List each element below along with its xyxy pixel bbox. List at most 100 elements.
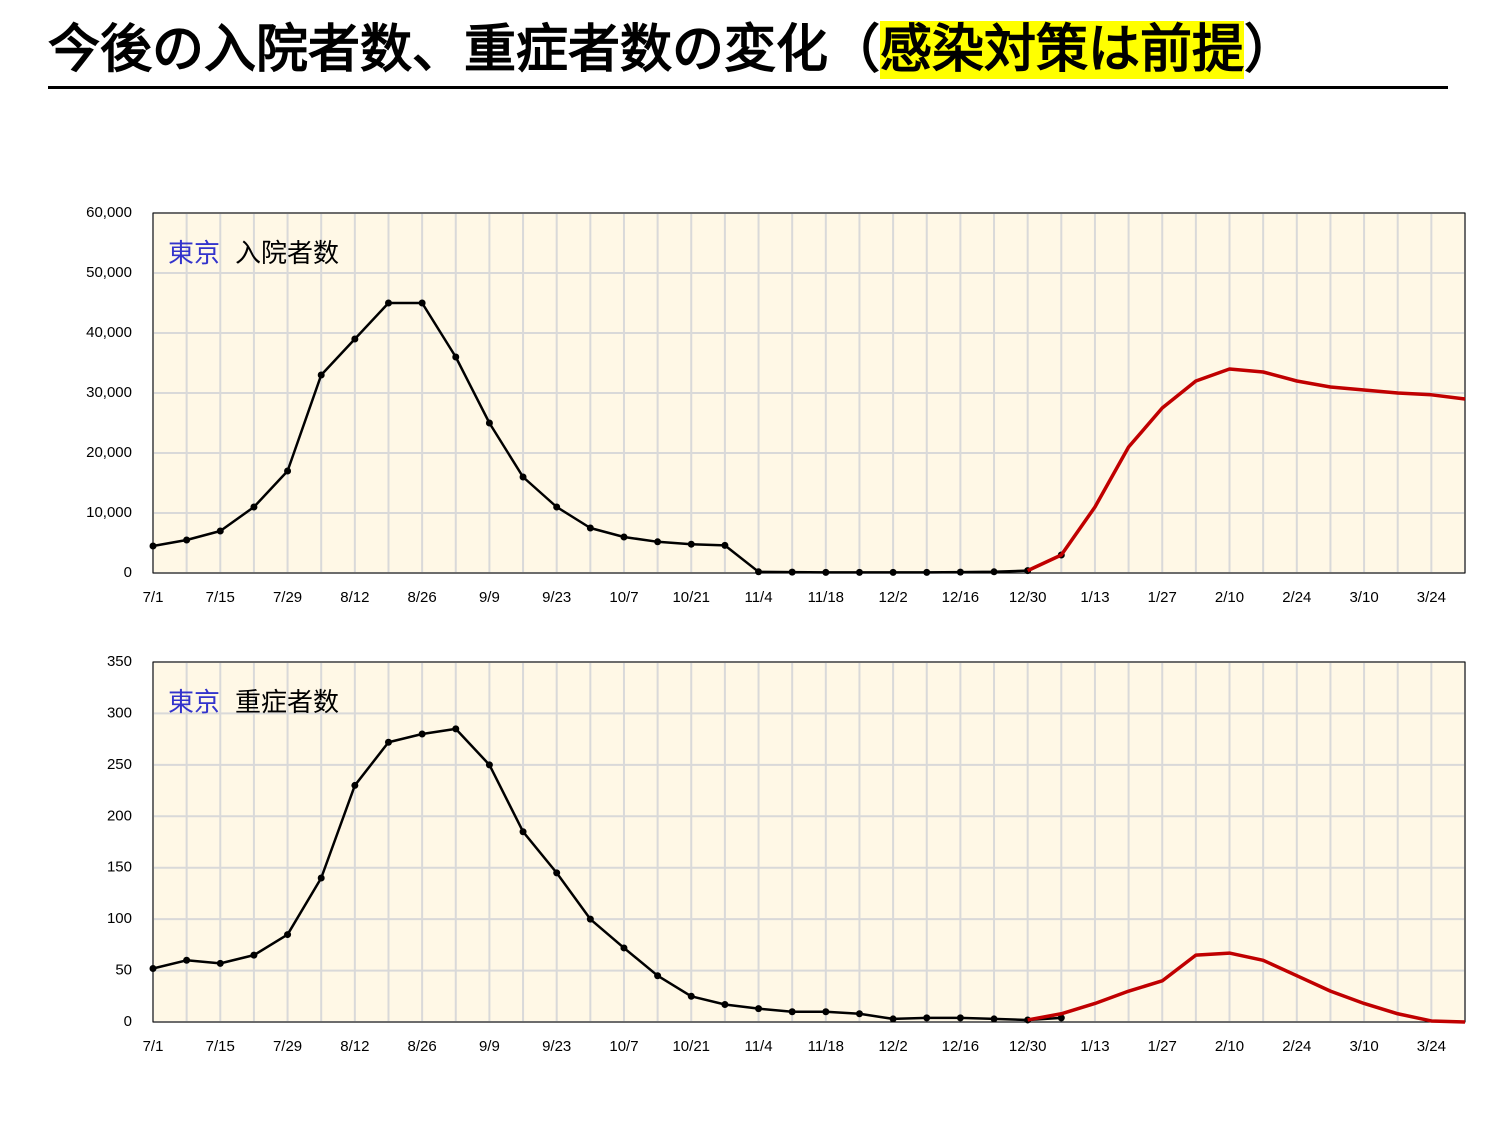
x-tick-label: 2/24 xyxy=(1282,589,1311,606)
data-point xyxy=(384,299,392,307)
data-point xyxy=(687,992,695,1000)
data-point xyxy=(956,568,964,576)
x-tick-label: 2/24 xyxy=(1282,1038,1311,1055)
data-point xyxy=(855,568,863,576)
data-point xyxy=(654,972,662,980)
x-tick-label: 10/7 xyxy=(609,589,638,606)
x-tick-label: 9/9 xyxy=(479,589,500,606)
data-point xyxy=(452,353,460,361)
x-tick-label: 7/15 xyxy=(206,589,235,606)
data-point xyxy=(687,540,695,548)
data-point xyxy=(822,568,830,576)
data-point xyxy=(452,725,460,733)
data-point xyxy=(149,965,157,973)
title-prefix: 今後の入院者数、重症者数の変化（ xyxy=(48,21,881,79)
data-point xyxy=(586,915,594,923)
data-point xyxy=(317,371,325,379)
data-point xyxy=(284,467,292,475)
data-point xyxy=(788,568,796,576)
data-point xyxy=(183,956,191,964)
y-tick-label: 0 xyxy=(124,564,132,581)
data-point xyxy=(990,568,998,576)
x-tick-label: 8/26 xyxy=(408,589,437,606)
data-point xyxy=(149,542,157,550)
x-tick-label: 9/23 xyxy=(542,1038,571,1055)
region-label: 東京 xyxy=(168,238,220,268)
data-point xyxy=(553,503,561,511)
data-point xyxy=(956,1014,964,1022)
data-point xyxy=(351,335,359,343)
x-tick-label: 12/30 xyxy=(1009,1038,1047,1055)
x-tick-label: 10/21 xyxy=(672,1038,710,1055)
data-point xyxy=(418,299,426,307)
region-label: 東京 xyxy=(168,687,220,717)
x-tick-label: 1/27 xyxy=(1148,1038,1177,1055)
title-suffix: ） xyxy=(1244,21,1297,79)
x-tick-label: 9/23 xyxy=(542,589,571,606)
x-tick-label: 7/15 xyxy=(206,1038,235,1055)
x-tick-label: 3/24 xyxy=(1417,589,1446,606)
series-label: 重症者数 xyxy=(235,687,339,717)
x-tick-label: 7/1 xyxy=(143,589,164,606)
x-tick-label: 12/2 xyxy=(879,1038,908,1055)
data-point xyxy=(721,1001,729,1009)
x-tick-label: 2/10 xyxy=(1215,1038,1244,1055)
data-point xyxy=(654,538,662,546)
y-tick-label: 0 xyxy=(124,1013,132,1030)
x-tick-label: 11/18 xyxy=(808,1038,844,1055)
x-tick-label: 12/30 xyxy=(1009,589,1047,606)
x-tick-label: 1/13 xyxy=(1080,589,1109,606)
series-line xyxy=(152,301,1062,574)
x-tick-label: 11/4 xyxy=(744,589,772,606)
y-tick-label: 30,000 xyxy=(86,384,132,401)
x-tick-label: 12/16 xyxy=(942,589,980,606)
y-tick-label: 50 xyxy=(115,962,132,979)
x-tick-label: 9/9 xyxy=(479,1038,500,1055)
x-tick-label: 11/4 xyxy=(744,1038,772,1055)
y-tick-label: 150 xyxy=(107,859,132,876)
data-point xyxy=(586,524,594,532)
y-tick-label: 50,000 xyxy=(86,264,132,281)
data-point xyxy=(519,828,527,836)
y-tick-label: 350 xyxy=(107,653,132,670)
series-label: 入院者数 xyxy=(235,238,339,268)
data-point xyxy=(923,1014,931,1022)
x-tick-label: 11/18 xyxy=(808,589,844,606)
data-point xyxy=(485,419,493,427)
plot-border xyxy=(152,661,1466,1023)
y-tick-label: 300 xyxy=(107,704,132,721)
y-tick-label: 200 xyxy=(107,807,132,824)
series-line xyxy=(1027,951,1466,1024)
data-point xyxy=(317,874,325,882)
data-point xyxy=(721,541,729,549)
y-tick-label: 100 xyxy=(107,910,132,927)
x-tick-label: 2/10 xyxy=(1215,589,1244,606)
x-tick-label: 10/7 xyxy=(609,1038,638,1055)
data-point xyxy=(620,944,628,952)
title: 今後の入院者数、重症者数の変化（感染対策は前提） xyxy=(48,14,1448,89)
x-tick-label: 3/10 xyxy=(1349,1038,1378,1055)
x-tick-label: 1/13 xyxy=(1080,1038,1109,1055)
data-point xyxy=(351,781,359,789)
x-tick-label: 3/10 xyxy=(1349,589,1378,606)
data-point xyxy=(889,1015,897,1023)
plot-area xyxy=(153,662,1465,1022)
data-point xyxy=(755,1005,763,1013)
x-tick-label: 7/29 xyxy=(273,1038,302,1055)
y-tick-label: 10,000 xyxy=(86,504,132,521)
data-point xyxy=(923,568,931,576)
data-point xyxy=(788,1008,796,1016)
data-point xyxy=(990,1015,998,1023)
title-highlight: 感染対策は前提 xyxy=(880,21,1245,79)
x-tick-label: 8/12 xyxy=(340,589,369,606)
data-point xyxy=(183,536,191,544)
data-point xyxy=(384,738,392,746)
x-tick-label: 8/12 xyxy=(340,1038,369,1055)
series-line xyxy=(1026,367,1466,573)
x-tick-label: 1/27 xyxy=(1148,589,1177,606)
data-point xyxy=(250,951,258,959)
data-point xyxy=(855,1010,863,1018)
x-tick-label: 7/1 xyxy=(143,1038,164,1055)
